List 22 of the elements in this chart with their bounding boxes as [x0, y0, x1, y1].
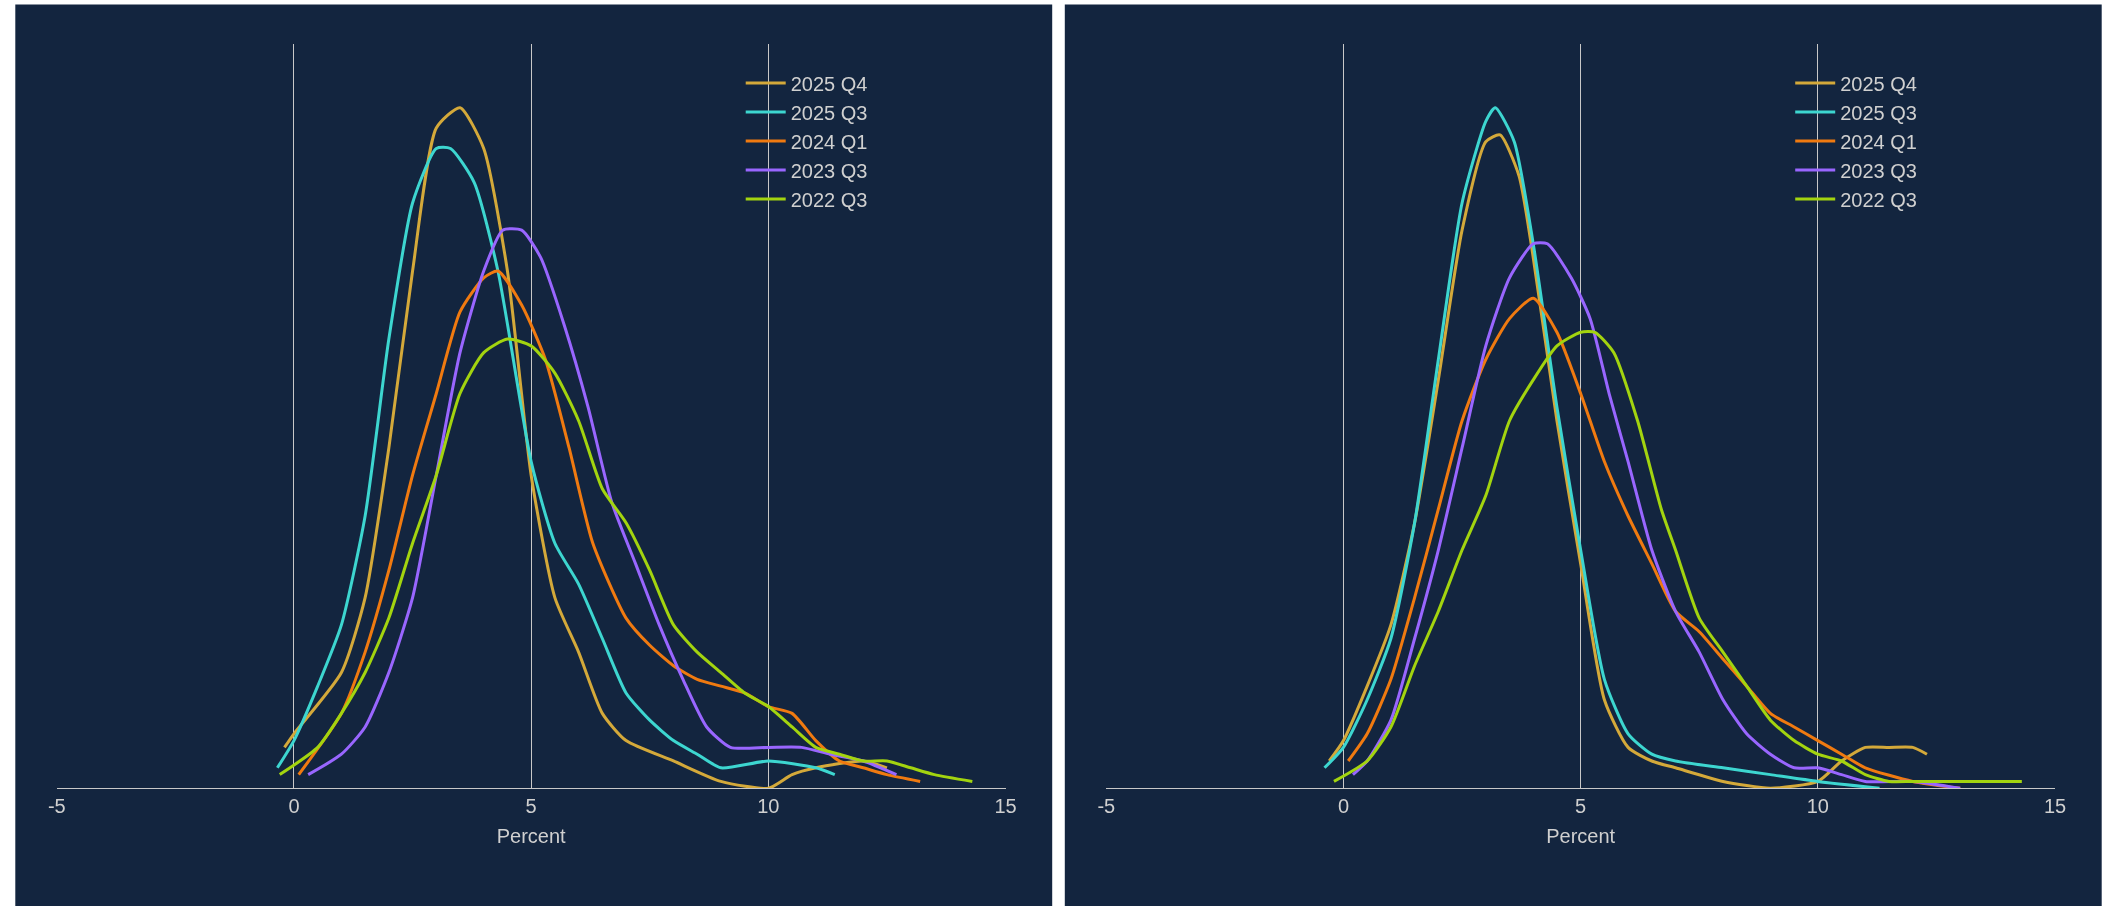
- legend-label: 2025 Q4: [790, 72, 868, 95]
- x-tick-label: 5: [525, 795, 537, 818]
- legend-label: 2025 Q3: [1840, 101, 1917, 124]
- x-tick-label: 0: [288, 795, 300, 818]
- x-tick-label: 0: [1337, 795, 1350, 818]
- legend-label: 2022 Q3: [1840, 188, 1917, 211]
- legend-label: 2024 Q1: [790, 130, 868, 153]
- x-axis-title: Percent: [496, 824, 567, 847]
- x-tick-label: 15: [994, 795, 1017, 818]
- legend-label: 2024 Q1: [1840, 130, 1917, 153]
- legend-label: 2023 Q3: [1840, 159, 1917, 182]
- legend-label: 2025 Q3: [790, 101, 868, 124]
- x-axis-title: Percent: [1546, 824, 1616, 847]
- x-tick-label: 10: [1806, 795, 1829, 818]
- x-tick-label: 5: [1575, 795, 1587, 818]
- x-tick-label: 15: [2043, 795, 2067, 818]
- legend-label: 2022 Q3: [790, 188, 868, 211]
- x-tick-label: -5: [1097, 795, 1116, 818]
- legend-label: 2023 Q3: [790, 159, 868, 182]
- x-tick-label: -5: [47, 795, 66, 818]
- legend-label: 2025 Q4: [1840, 72, 1917, 95]
- x-tick-label: 10: [757, 795, 780, 818]
